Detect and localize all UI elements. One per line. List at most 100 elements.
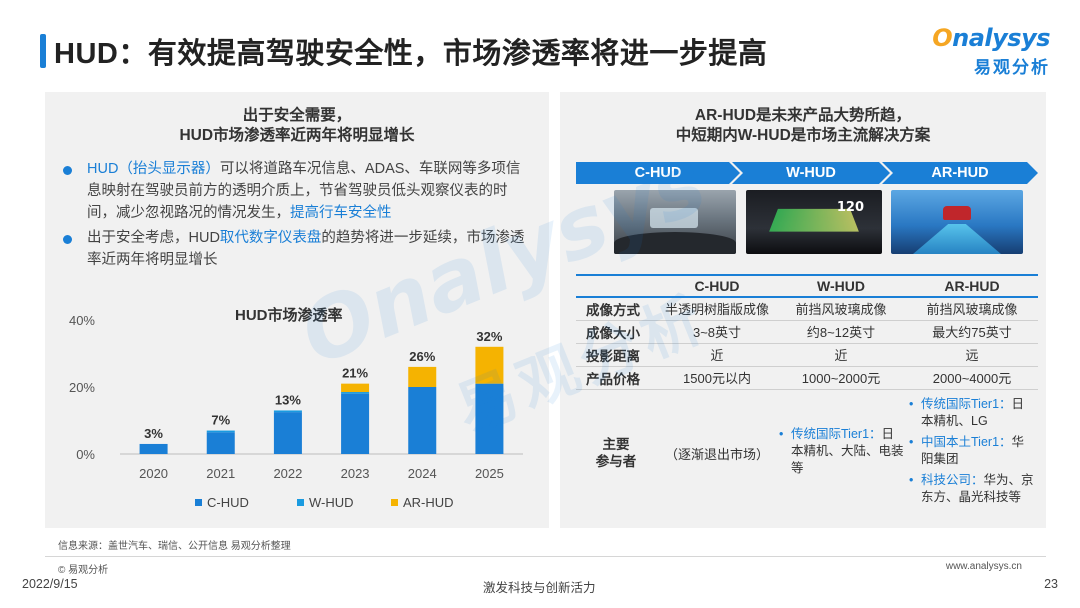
bar-c-hud xyxy=(273,412,302,454)
table-row: 成像方式 半透明树脂版成像 前挡风玻璃成像 前挡风玻璃成像 xyxy=(576,297,1038,321)
bullet-hud-definition: HUD（抬头显示器）可以将道路车况信息、ADAS、车联网等多项信息映射在驾驶员前… xyxy=(61,158,527,224)
left-panel-heading: 出于安全需要， HUD市场渗透率近两年将明显增长 xyxy=(179,107,415,144)
legend-swatch-ar-hud xyxy=(391,499,398,506)
right-panel: AR-HUD是未来产品大势所趋， 中短期内W-HUD是市场主流解决方案 C-HU… xyxy=(560,92,1046,528)
table-cell: 半透明树脂版成像 xyxy=(658,297,776,321)
table-cell: 近 xyxy=(776,343,906,367)
table-header-cell: AR-HUD xyxy=(906,274,1038,298)
bullet-dot-icon xyxy=(63,166,72,175)
arrow-chud: C-HUD xyxy=(576,162,740,184)
left-bullet-list: HUD（抬头显示器）可以将道路车况信息、ADAS、车联网等多项信息映射在驾驶员前… xyxy=(61,158,527,271)
slide-date: 2022/9/15 xyxy=(22,577,78,591)
legend-label: W-HUD xyxy=(309,495,354,510)
footer-divider xyxy=(45,556,1046,557)
table-row: 投影距离 近 近 远 xyxy=(576,343,1038,367)
table-cell: 1000~2000元 xyxy=(776,366,906,390)
players-whud-cell: 传统国际Tier1：日本精机、大陆、电装等 xyxy=(776,389,906,517)
right-panel-heading: AR-HUD是未来产品大势所趋， 中短期内W-HUD是市场主流解决方案 xyxy=(675,107,931,144)
table-cell: 前挡风玻璃成像 xyxy=(906,297,1038,321)
arhud-car-icon xyxy=(943,206,971,220)
bar-c-hud xyxy=(206,432,235,454)
bar-ar-hud xyxy=(475,346,504,384)
bar-total-label: 21% xyxy=(342,366,368,381)
table-cell: 3~8英寸 xyxy=(658,320,776,344)
bar-c-hud xyxy=(408,387,437,454)
legend-label: C-HUD xyxy=(207,495,249,510)
slide-slogan: 激发科技与创新活力 xyxy=(483,581,596,595)
bar-total-label: 13% xyxy=(275,392,301,407)
dashboard-shape xyxy=(614,232,736,254)
hud-comparison-table: C-HUD W-HUD AR-HUD 成像方式 半透明树脂版成像 前挡风玻璃成像… xyxy=(576,274,1038,517)
bar-c-hud xyxy=(139,443,168,454)
bullet-safety-trend: 出于安全考虑，HUD取代数字仪表盘的趋势将进一步延续，市场渗透率近两年将明显增长 xyxy=(61,227,527,271)
row-label: 成像大小 xyxy=(576,320,658,344)
x-tick-label: 2021 xyxy=(206,466,235,481)
left-panel: 出于安全需要， HUD市场渗透率近两年将明显增长 HUD（抬头显示器）可以将道路… xyxy=(45,92,549,528)
legend-label: AR-HUD xyxy=(403,495,454,510)
list-item: 传统国际Tier1：日本精机、LG xyxy=(908,396,1036,430)
chud-combiner-glass xyxy=(650,208,698,228)
bullet-dot-icon xyxy=(63,235,72,244)
y-tick-label: 40% xyxy=(69,314,95,328)
table-row: 产品价格 1500元以内 1000~2000元 2000~4000元 xyxy=(576,366,1038,390)
table-cell: 前挡风玻璃成像 xyxy=(776,297,906,321)
copyright: © 易观分析 xyxy=(58,565,109,576)
chart-title: HUD市场渗透率 xyxy=(235,307,343,324)
bar-total-label: 26% xyxy=(409,349,435,364)
title-accent-bar xyxy=(40,34,46,68)
x-tick-label: 2024 xyxy=(408,466,437,481)
arhud-photo xyxy=(891,190,1023,254)
table-cell: 最大约75英寸 xyxy=(906,320,1038,344)
bar-c-hud xyxy=(475,383,504,454)
x-tick-label: 2023 xyxy=(341,466,370,481)
x-tick-label: 2022 xyxy=(273,466,302,481)
table-row-players: 主要 参与者 （逐渐退出市场） 传统国际Tier1：日本精机、大陆、电装等 传统… xyxy=(576,389,1038,517)
table-row: 成像大小 3~8英寸 约8~12英寸 最大约75英寸 xyxy=(576,320,1038,344)
source-note: 信息来源：盖世汽车、瑞信、公开信息 易观分析整理 xyxy=(58,541,291,552)
y-tick-label: 0% xyxy=(76,447,95,462)
row-label: 投影距离 xyxy=(576,343,658,367)
hud-type-arrows: C-HUD W-HUD AR-HUD xyxy=(576,162,1038,184)
players-arhud-list: 传统国际Tier1：日本精机、LG 中国本土Tier1：华阳集团 科技公司：华为… xyxy=(908,396,1036,506)
players-whud-list: 传统国际Tier1：日本精机、大陆、电装等 xyxy=(778,426,904,477)
page-number: 23 xyxy=(1044,577,1058,591)
table-cell: 约8~12英寸 xyxy=(776,320,906,344)
arrow-whud: W-HUD xyxy=(732,162,890,184)
row-label-players: 主要 参与者 xyxy=(595,437,637,470)
list-item: 中国本土Tier1：华阳集团 xyxy=(908,434,1036,468)
bar-w-hud xyxy=(273,410,302,413)
bar-w-hud xyxy=(341,392,370,394)
row-label: 产品价格 xyxy=(576,366,658,390)
row-label: 成像方式 xyxy=(576,297,658,321)
table-cell: 近 xyxy=(658,343,776,367)
players-arhud-cell: 传统国际Tier1：日本精机、LG 中国本土Tier1：华阳集团 科技公司：华为… xyxy=(906,389,1038,517)
bar-c-hud xyxy=(341,393,370,454)
bar-w-hud xyxy=(206,430,235,433)
x-tick-label: 2025 xyxy=(475,466,504,481)
whud-photo: 120 xyxy=(746,190,882,254)
arhud-road-overlay xyxy=(913,224,1001,254)
legend-swatch-w-hud xyxy=(297,499,304,506)
list-item: 传统国际Tier1：日本精机、大陆、电装等 xyxy=(778,426,904,477)
table-cell: 1500元以内 xyxy=(658,366,776,390)
legend-swatch-c-hud xyxy=(195,499,202,506)
table-header-cell: C-HUD xyxy=(658,274,776,298)
bar-ar-hud xyxy=(341,383,370,393)
logo-chinese: 易观分析 xyxy=(974,58,1050,77)
bar-ar-hud xyxy=(408,366,437,387)
table-header-row: C-HUD W-HUD AR-HUD xyxy=(576,274,1038,298)
table-header-cell xyxy=(576,274,658,298)
bar-total-label: 32% xyxy=(476,329,502,344)
list-item: 科技公司：华为、京东方、晶光科技等 xyxy=(908,472,1036,506)
y-tick-label: 20% xyxy=(69,380,95,395)
page-title: HUD：有效提高驾驶安全性，市场渗透率将进一步提高 xyxy=(54,38,768,70)
website-url: www.analysys.cn xyxy=(945,561,1022,572)
x-tick-label: 2020 xyxy=(139,466,168,481)
bar-total-label: 7% xyxy=(211,413,230,428)
table-cell: 2000~4000元 xyxy=(906,366,1038,390)
chud-photo xyxy=(614,190,736,254)
brand-logo: Onalysys 易观分析 xyxy=(932,24,1050,78)
table-header-cell: W-HUD xyxy=(776,274,906,298)
bar-total-label: 3% xyxy=(144,426,163,441)
whud-speed-readout: 120 xyxy=(836,200,864,215)
